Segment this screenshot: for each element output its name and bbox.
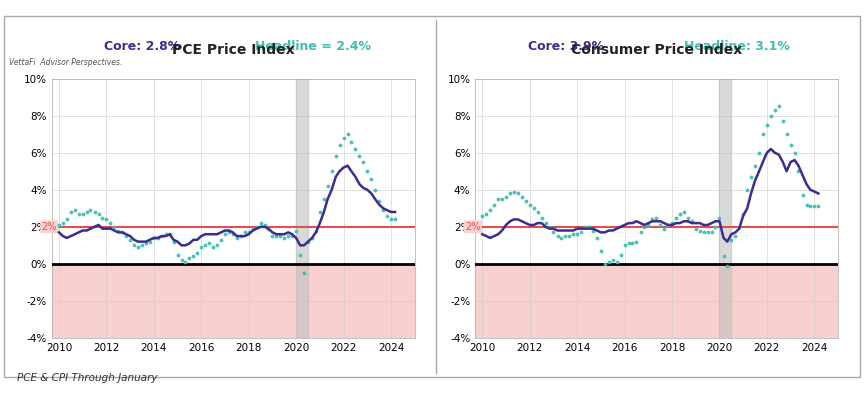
Text: Core: 2.8%: Core: 2.8% — [105, 40, 181, 53]
Text: VettaFi  Advisor Perspectives.: VettaFi Advisor Perspectives. — [9, 59, 122, 67]
Title: Consumer Price Index: Consumer Price Index — [571, 42, 742, 57]
Title: PCE Price Index: PCE Price Index — [172, 42, 295, 57]
Text: 2%: 2% — [465, 222, 480, 232]
Text: Headline: 3.1%: Headline: 3.1% — [683, 40, 790, 53]
Bar — [475, 264, 838, 338]
Bar — [296, 79, 308, 338]
Text: Core: 3.9%: Core: 3.9% — [528, 40, 604, 53]
Text: PCE & CPI Through January: PCE & CPI Through January — [17, 373, 158, 383]
Bar — [52, 264, 415, 338]
Bar — [720, 79, 731, 338]
Text: 2%: 2% — [41, 222, 57, 232]
Text: Headline = 2.4%: Headline = 2.4% — [255, 40, 372, 53]
Text: TWO MEASURES OF INFLATION: TWO MEASURES OF INFLATION — [264, 14, 600, 33]
